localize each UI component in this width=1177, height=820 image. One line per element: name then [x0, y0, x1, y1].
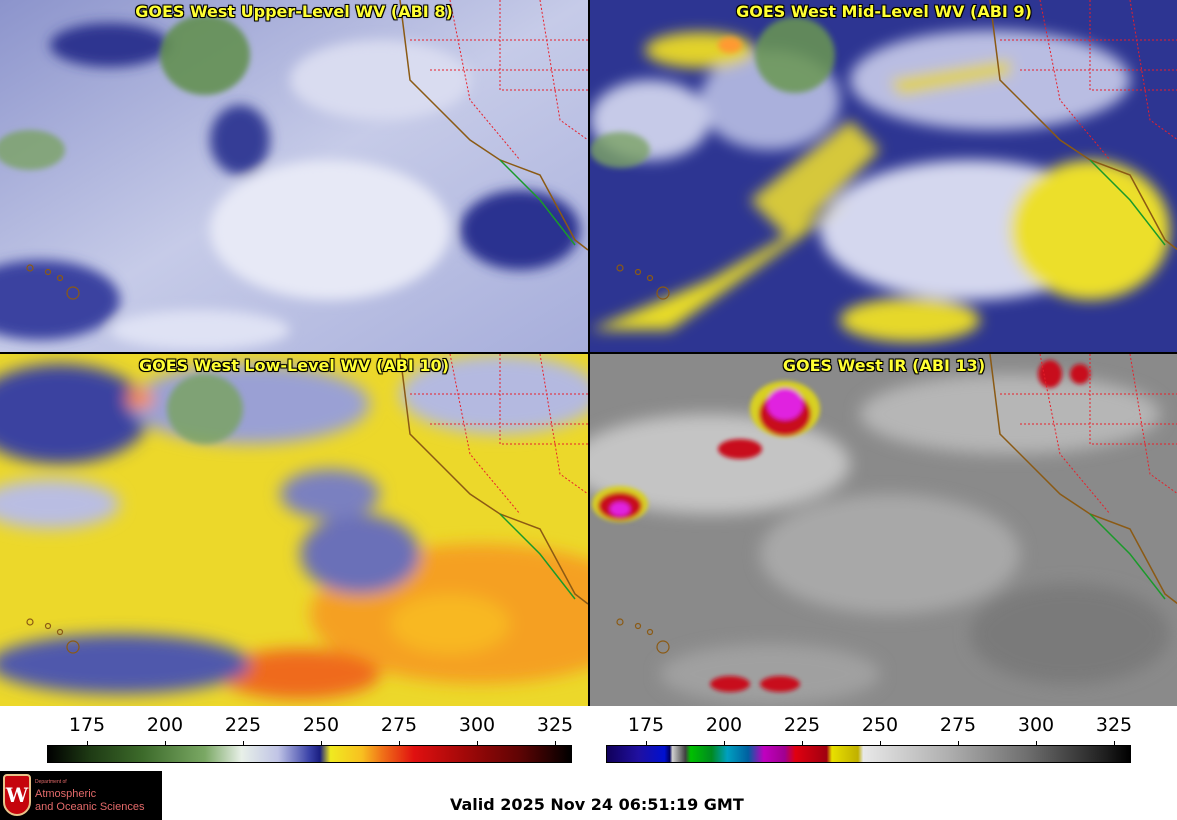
logo-department-text: Department of: [35, 779, 67, 785]
colorbar-wv-tick: 200: [146, 714, 184, 736]
colorbar-ir-tick: 200: [705, 714, 743, 736]
low-level-wv-image: [0, 354, 588, 706]
colorbar-ir-tick: 325: [1095, 714, 1133, 736]
colorbar-wv-tick: 325: [536, 714, 574, 736]
mid-level-wv-image: [590, 0, 1177, 352]
colorbar-wv: 175 200 225 250 275 300 325: [47, 712, 574, 772]
valid-time: Valid 2025 Nov 24 06:51:19 GMT: [450, 795, 744, 814]
colorbar-ir-tick: 225: [783, 714, 821, 736]
panel-upper-level-wv: GOES West Upper-Level WV (ABI 8): [0, 0, 588, 352]
colorbar-wv-tick: 225: [224, 714, 262, 736]
panel-title-upper-level-wv: GOES West Upper-Level WV (ABI 8): [135, 2, 453, 21]
panel-divider-horizontal: [0, 352, 1177, 354]
panel-title-low-level-wv: GOES West Low-Level WV (ABI 10): [138, 356, 449, 375]
logo-line-2: and Oceanic Sciences: [35, 801, 145, 813]
upper-level-wv-image: [0, 0, 588, 352]
colorbar-ir: 175 200 225 250 275 300 325: [606, 712, 1133, 772]
colorbar-ir-tick: 250: [861, 714, 899, 736]
logo-line-1: Atmospheric: [35, 788, 97, 800]
colorbar-wv-tick: 275: [380, 714, 418, 736]
colorbar-ir-tick: 300: [1017, 714, 1055, 736]
colorbar-ir-tick: 275: [939, 714, 977, 736]
panel-low-level-wv: GOES West Low-Level WV (ABI 10): [0, 354, 588, 706]
panel-title-ir: GOES West IR (ABI 13): [782, 356, 986, 375]
colorbar-wv-tick: 300: [458, 714, 496, 736]
aos-logo[interactable]: W Department of Atmospheric and Oceanic …: [0, 771, 162, 820]
colorbar-ir-gradient: [606, 745, 1131, 763]
ir-image: [590, 354, 1177, 706]
colorbar-wv-tick: 250: [302, 714, 340, 736]
panel-mid-level-wv: GOES West Mid-Level WV (ABI 9): [590, 0, 1177, 352]
panel-title-mid-level-wv: GOES West Mid-Level WV (ABI 9): [736, 2, 1032, 21]
colorbar-ir-tick: 175: [627, 714, 665, 736]
colorbar-wv-tick: 175: [68, 714, 106, 736]
uw-seal-icon: W: [3, 774, 31, 816]
colorbar-wv-gradient: [47, 745, 572, 763]
panel-ir: GOES West IR (ABI 13): [590, 354, 1177, 706]
